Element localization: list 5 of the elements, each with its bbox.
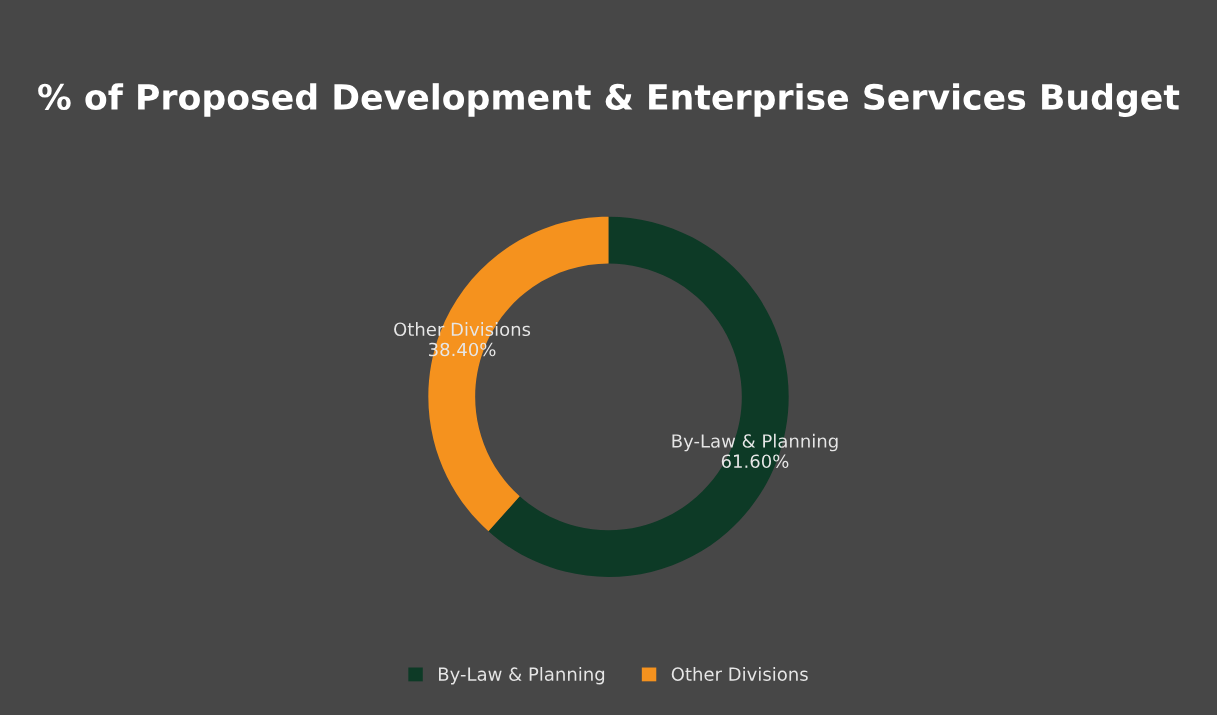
data-label: 61.60%	[721, 454, 789, 469]
legend-label: By-Law & Planning	[439, 666, 605, 685]
legend-label: Other Divisions	[671, 666, 808, 681]
slice-label: By-Law & Planning	[672, 433, 838, 452]
chart-title: % of Proposed Development & Enterprise Services Budget	[38, 83, 1180, 118]
